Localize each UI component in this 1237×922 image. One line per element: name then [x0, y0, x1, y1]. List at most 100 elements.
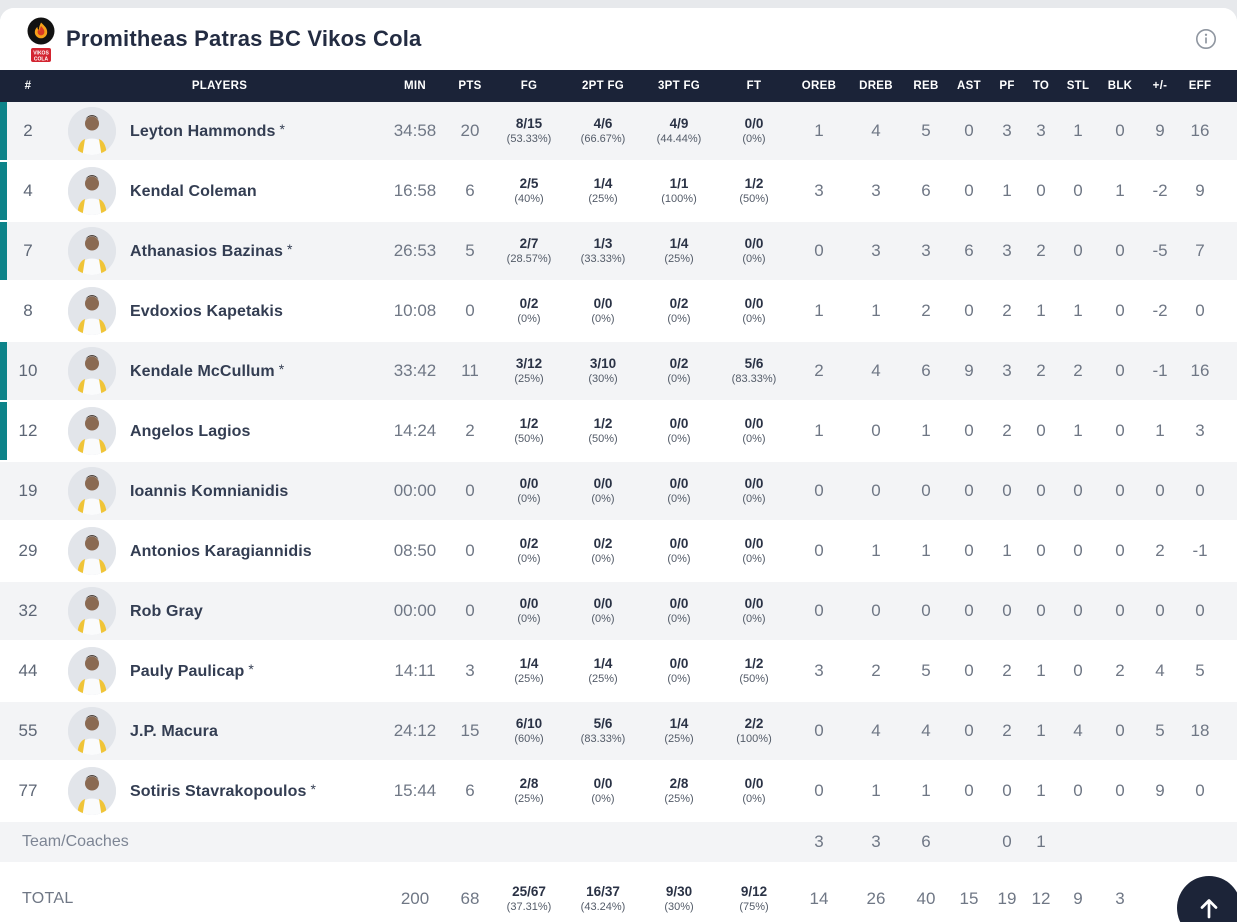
- column-header-to: TO: [1032, 80, 1050, 92]
- minutes: 16:58: [393, 181, 437, 200]
- oreb: 1: [814, 121, 824, 140]
- minutes: 24:12: [393, 721, 437, 740]
- eff: 0: [1195, 301, 1205, 320]
- team-dreb: 3: [871, 832, 881, 851]
- fg2-stat: 0/0 (0%): [591, 775, 615, 805]
- player-cell[interactable]: Kendale McCullum *: [56, 347, 383, 395]
- ast: 0: [964, 781, 974, 800]
- player-name: Pauly Paulicap *: [130, 661, 254, 680]
- fg3-stat: 0/2 (0%): [667, 355, 691, 385]
- player-row: 77 Sotiris Stavrakopoulos * 15:44 6 2/8 (2…: [0, 762, 1237, 822]
- title-bar: VIKOS COLA Promitheas Patras BC Vikos Co…: [0, 8, 1237, 70]
- total-min: 200: [400, 889, 430, 908]
- starter-mark: *: [286, 241, 293, 257]
- to: 1: [1036, 721, 1046, 740]
- column-header-players: PLAYERS: [191, 80, 248, 92]
- ft-stat: 5/6 (83.33%): [731, 355, 777, 385]
- stl: 0: [1073, 541, 1083, 560]
- fg2-stat: 3/10 (30%): [588, 355, 618, 385]
- plus-minus: -2: [1152, 181, 1168, 200]
- to: 0: [1036, 181, 1046, 200]
- pf: 2: [1002, 301, 1012, 320]
- blk: 0: [1115, 781, 1125, 800]
- reb: 3: [921, 241, 931, 260]
- jersey-number: 29: [18, 541, 38, 560]
- player-cell[interactable]: Ioannis Komnianidis: [56, 467, 383, 515]
- jersey-number: 19: [18, 481, 38, 500]
- fg3-stat: 4/9 (44.44%): [656, 115, 702, 145]
- total-2pt-made: 16/37: [586, 883, 620, 899]
- player-cell[interactable]: Angelos Lagios: [56, 407, 383, 455]
- oreb: 2: [814, 361, 824, 380]
- fg3-stat: 0/2 (0%): [667, 295, 691, 325]
- to: 2: [1036, 361, 1046, 380]
- to: 0: [1036, 421, 1046, 440]
- player-cell[interactable]: Kendal Coleman: [56, 167, 383, 215]
- column-header-2pt-fg: 2PT FG: [581, 80, 625, 92]
- player-row: 19 Ioannis Komnianidis 00:00 0 0/0 (0%) 0…: [0, 462, 1237, 522]
- ast: 0: [964, 601, 974, 620]
- fg2-stat: 0/2 (0%): [591, 535, 615, 565]
- player-avatar: [68, 287, 116, 335]
- player-name: Ioannis Komnianidis: [130, 483, 289, 500]
- fg3-stat: 0/0 (0%): [667, 475, 691, 505]
- player-cell[interactable]: Leyton Hammonds *: [56, 107, 383, 155]
- plus-minus: 0: [1155, 601, 1165, 620]
- total-fg: 25/67 (37.31%): [493, 884, 565, 914]
- ft-stat: 2/2 (100%): [736, 715, 772, 745]
- jersey-number: 8: [23, 301, 33, 320]
- total-fg-pct: (37.31%): [506, 900, 552, 913]
- fg2-stat: 5/6 (83.33%): [580, 715, 626, 745]
- player-cell[interactable]: J.P. Macura: [56, 707, 383, 755]
- player-row: 55 J.P. Macura 24:12 15 6/10 (60%) 5/6 (83…: [0, 702, 1237, 762]
- pf: 0: [1002, 781, 1012, 800]
- player-cell[interactable]: Pauly Paulicap *: [56, 647, 383, 695]
- total-oreb: 14: [809, 889, 829, 908]
- total-ft: 9/12 (75%): [717, 884, 791, 914]
- oreb: 0: [814, 721, 824, 740]
- player-photo-icon: [68, 527, 116, 575]
- points: 6: [465, 181, 475, 200]
- to: 3: [1036, 121, 1046, 140]
- oreb: 0: [814, 601, 824, 620]
- player-cell[interactable]: Sotiris Stavrakopoulos *: [56, 767, 383, 815]
- points: 11: [461, 361, 479, 380]
- ast: 0: [964, 121, 974, 140]
- blk: 2: [1115, 661, 1125, 680]
- total-ft-made: 9/12: [740, 883, 768, 899]
- player-photo-icon: [68, 707, 116, 755]
- column-header-min: MIN: [404, 80, 426, 92]
- scroll-to-top-button[interactable]: [1177, 876, 1237, 922]
- player-cell[interactable]: Antonios Karagiannidis: [56, 527, 383, 575]
- plus-minus: 5: [1155, 721, 1165, 740]
- player-cell[interactable]: Evdoxios Kapetakis: [56, 287, 383, 335]
- info-icon[interactable]: [1195, 28, 1217, 50]
- player-cell[interactable]: Athanasios Bazinas *: [56, 227, 383, 275]
- ft-stat: 0/0 (0%): [742, 415, 766, 445]
- total-2pt: 16/37 (43.24%): [565, 884, 641, 914]
- oreb: 0: [814, 481, 824, 500]
- eff: 0: [1195, 781, 1205, 800]
- reb: 0: [921, 601, 931, 620]
- stl: 0: [1073, 781, 1083, 800]
- jersey-number: 55: [18, 721, 38, 740]
- fg2-stat: 1/3 (33.33%): [580, 235, 626, 265]
- player-name: Rob Gray: [130, 603, 203, 620]
- player-avatar: [68, 767, 116, 815]
- fg2-stat: 0/0 (0%): [591, 595, 615, 625]
- minutes: 26:53: [393, 241, 437, 260]
- jersey-number: 77: [18, 781, 38, 800]
- column-header-oreb: OREB: [801, 80, 837, 92]
- player-row: 8 Evdoxios Kapetakis 10:08 0 0/2 (0%) 0/0…: [0, 282, 1237, 342]
- blk: 0: [1115, 541, 1125, 560]
- stl: 0: [1073, 181, 1083, 200]
- plus-minus: 1: [1155, 421, 1165, 440]
- player-cell[interactable]: Rob Gray: [56, 587, 383, 635]
- total-label: TOTAL: [22, 890, 74, 907]
- players-table-body: 2 Leyton Hammonds * 34:58 20 8/15 (53.33%)…: [0, 102, 1237, 822]
- starter-mark: *: [278, 361, 285, 377]
- flame-logo-icon: VIKOS COLA: [27, 17, 55, 63]
- eff: 0: [1195, 481, 1205, 500]
- fg-stat: 0/0 (0%): [517, 475, 541, 505]
- blk: 1: [1115, 181, 1125, 200]
